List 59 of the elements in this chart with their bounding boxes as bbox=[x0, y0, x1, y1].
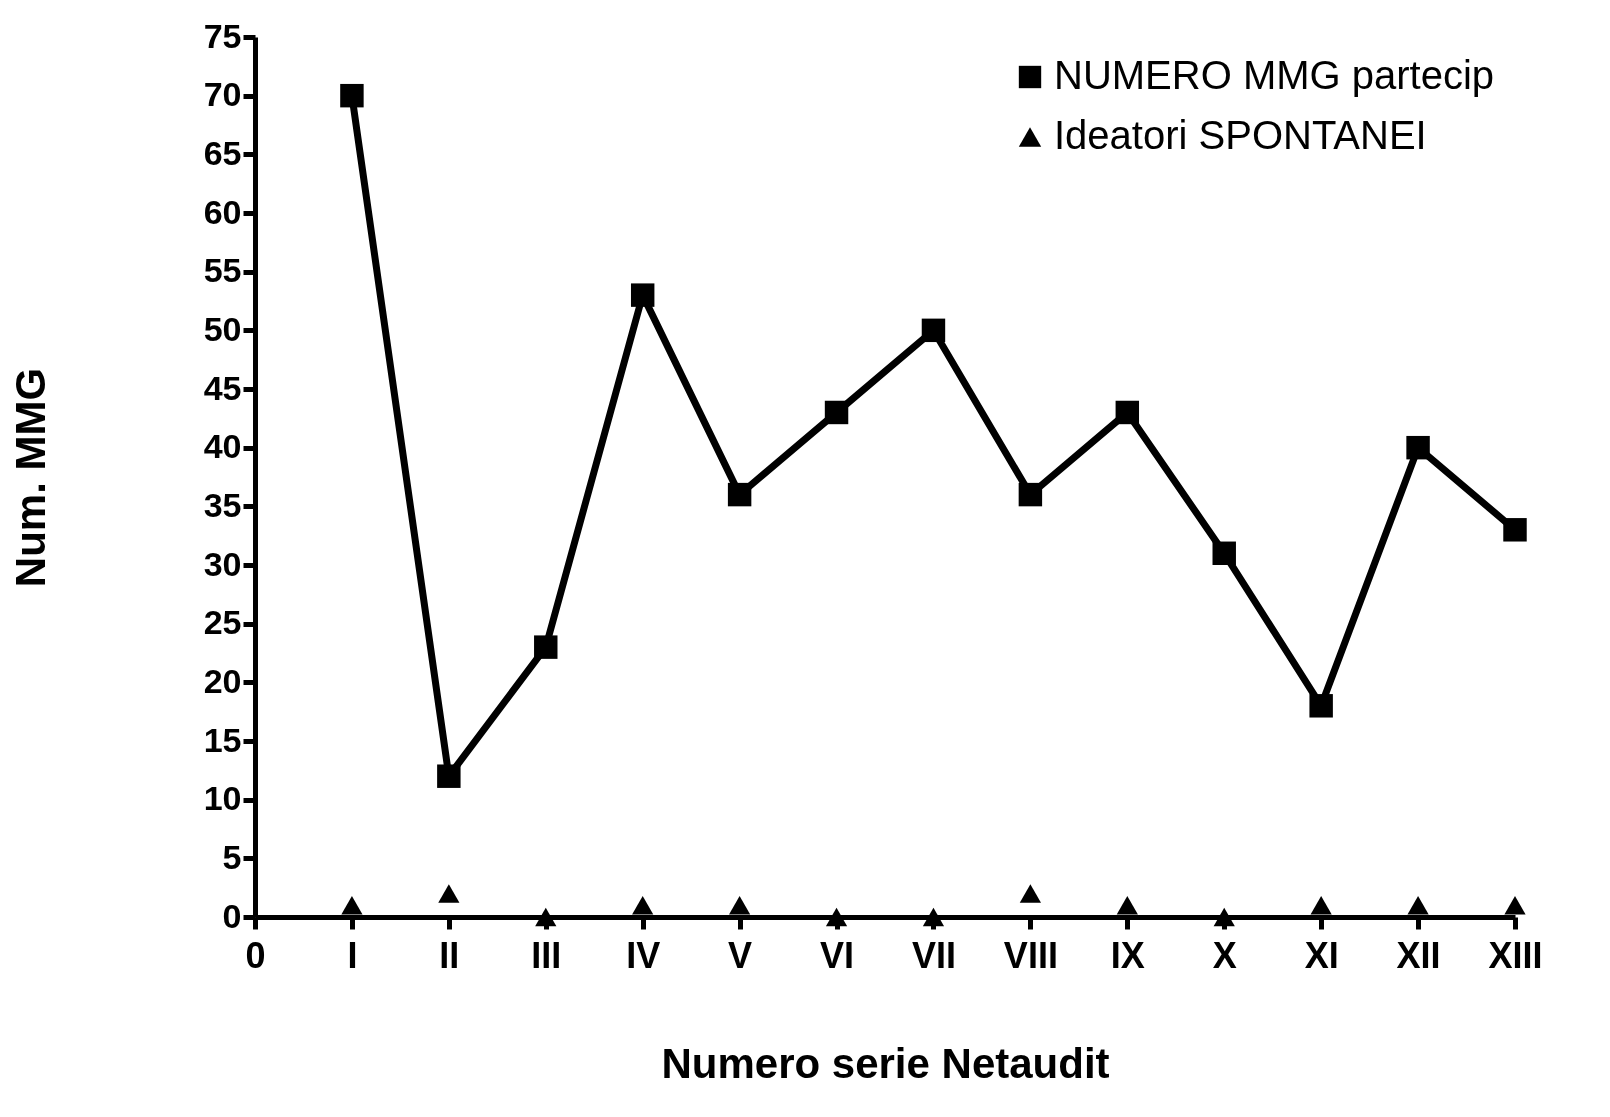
point bbox=[1407, 896, 1429, 915]
legend-label: NUMERO MMG partecip bbox=[1054, 53, 1495, 97]
y-tick-label: 20 bbox=[203, 661, 242, 700]
point bbox=[632, 896, 654, 915]
x-tick-label: XIII bbox=[1488, 934, 1543, 976]
x-tick-label: VII bbox=[911, 934, 956, 976]
point bbox=[437, 764, 461, 788]
legend-label: Ideatori SPONTANEI bbox=[1054, 113, 1427, 157]
x-tick-label: VI bbox=[820, 934, 855, 976]
x-axis-title: Numero serie Netaudit bbox=[661, 1039, 1110, 1087]
x-tick-label: VIII bbox=[1003, 934, 1058, 976]
x-tick-label: X bbox=[1212, 934, 1237, 976]
point bbox=[1019, 884, 1041, 903]
x-tick-label: XII bbox=[1396, 934, 1441, 976]
y-tick-label: 60 bbox=[203, 192, 242, 231]
y-tick-label: 25 bbox=[203, 603, 242, 642]
point bbox=[1503, 518, 1527, 542]
y-tick-label: 55 bbox=[203, 251, 242, 290]
point bbox=[630, 283, 655, 307]
y-tick-label: 0 bbox=[222, 896, 242, 935]
point bbox=[1116, 896, 1138, 915]
point bbox=[1115, 400, 1140, 425]
y-tick-label: 40 bbox=[203, 427, 242, 466]
point bbox=[824, 400, 849, 425]
y-tick-label: 65 bbox=[203, 133, 242, 172]
y-tick-label: 50 bbox=[203, 309, 242, 348]
y-tick-label: 45 bbox=[203, 368, 242, 407]
y-tick-label: 30 bbox=[203, 544, 242, 583]
point bbox=[535, 907, 557, 927]
point bbox=[1018, 482, 1043, 507]
y-tick-label: 35 bbox=[203, 485, 242, 524]
point bbox=[1504, 896, 1526, 915]
y-tick-label: 15 bbox=[203, 720, 242, 759]
point bbox=[340, 83, 364, 108]
point bbox=[825, 907, 848, 927]
point bbox=[1213, 907, 1235, 927]
x-tick-label: V bbox=[728, 934, 753, 976]
x-tick-label: XI bbox=[1304, 934, 1339, 976]
point bbox=[341, 896, 363, 915]
point bbox=[438, 884, 460, 903]
point bbox=[922, 907, 945, 927]
x-tick-label: IX bbox=[1110, 934, 1145, 976]
y-tick-label: 70 bbox=[203, 75, 242, 114]
y-tick-label: 5 bbox=[222, 837, 242, 876]
x-tick-label: III bbox=[531, 934, 562, 976]
x-tick-label: I bbox=[347, 934, 358, 976]
point bbox=[1310, 896, 1332, 915]
point bbox=[1212, 541, 1236, 565]
point bbox=[534, 635, 558, 659]
y-tick-label: 10 bbox=[203, 779, 242, 818]
x-tick-label: IV bbox=[626, 934, 661, 976]
point bbox=[921, 318, 946, 343]
point bbox=[1309, 694, 1333, 718]
point bbox=[727, 482, 752, 507]
point bbox=[1406, 435, 1430, 460]
y-tick-label: 75 bbox=[203, 16, 242, 55]
y-axis-title: Num. MMG bbox=[6, 367, 54, 588]
x-tick-label: II bbox=[439, 934, 460, 976]
point bbox=[729, 896, 751, 915]
